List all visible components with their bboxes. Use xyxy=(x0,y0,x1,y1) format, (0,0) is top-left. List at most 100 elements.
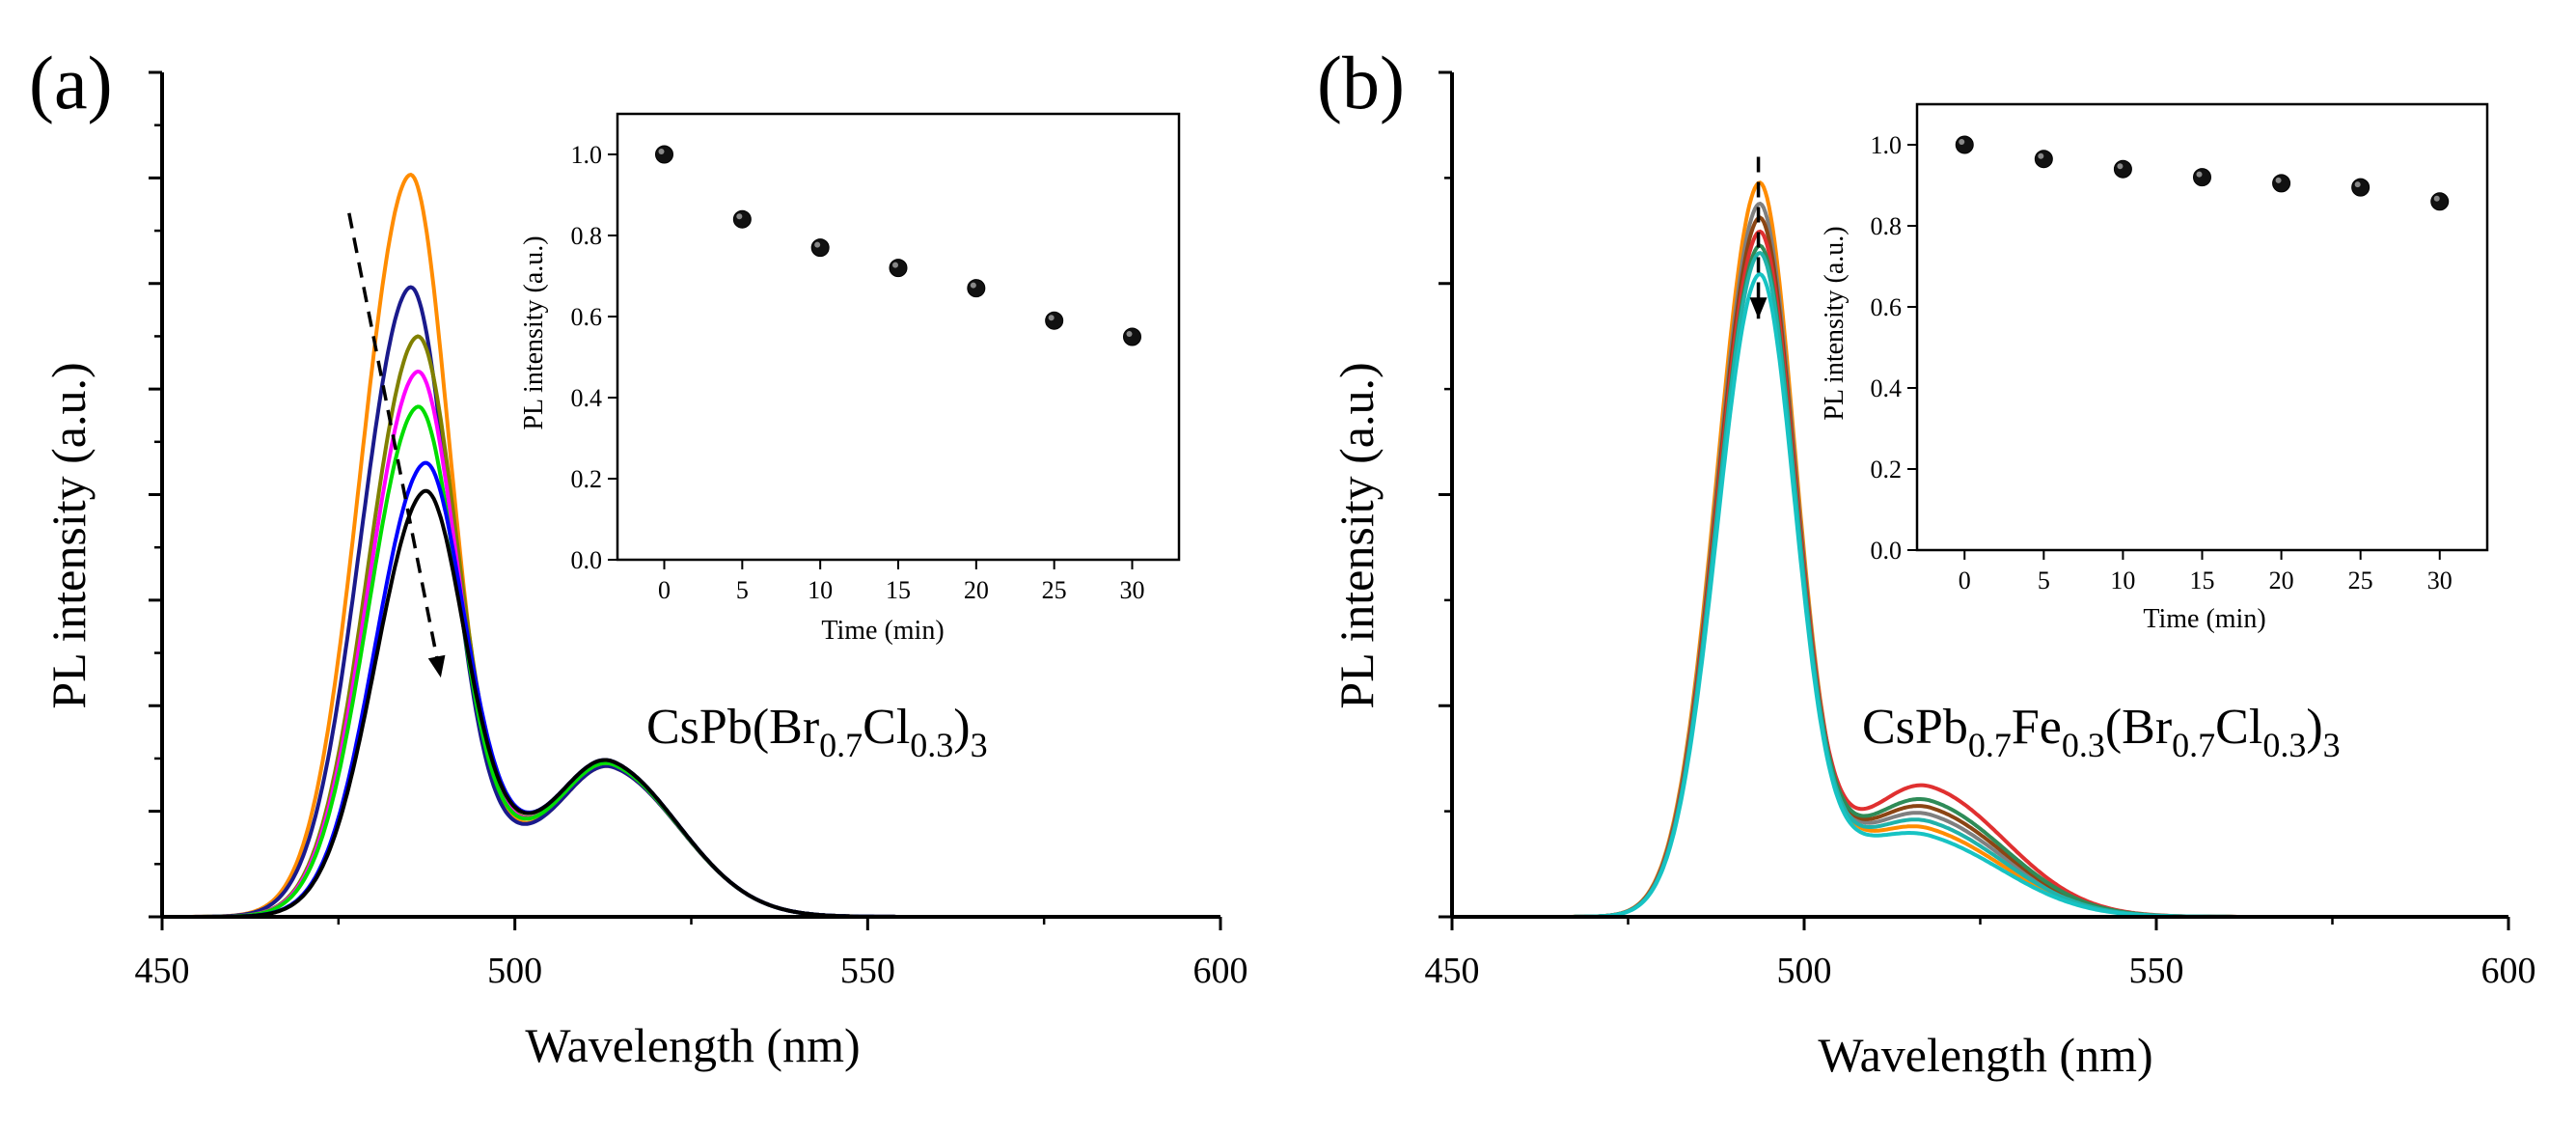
a-inset-ytick-label-0.4: 0.4 xyxy=(571,384,603,412)
b-inset-point-shine-0 xyxy=(1959,139,1965,145)
b-inset-point-shine-1 xyxy=(2038,152,2044,159)
a-inset-xtick-label-20: 20 xyxy=(964,576,989,604)
b-inset-xtick-label-5: 5 xyxy=(2038,566,2050,594)
b-xtick-label-450: 450 xyxy=(1425,951,1480,991)
a-comp-s2: 0.3 xyxy=(910,726,953,764)
a-inset-point-6 xyxy=(1123,327,1141,346)
b-inset-ytick-label-0.8: 0.8 xyxy=(1871,212,1903,240)
a-inset-xtick-label-15: 15 xyxy=(886,576,911,604)
a-inset-xtick-label-30: 30 xyxy=(1120,576,1145,604)
panel-a-inset-xlabel: Time (min) xyxy=(821,616,944,646)
b-comp-mid3: Cl xyxy=(2215,700,2262,755)
a-inset-point-5 xyxy=(1045,311,1064,330)
b-inset-point-shine-6 xyxy=(2433,195,2440,202)
a-inset-point-shine-5 xyxy=(1048,315,1055,321)
b-xtick-label-500: 500 xyxy=(1777,951,1832,991)
a-xtick-label-450: 450 xyxy=(135,951,190,991)
b-comp-s1: 0.7 xyxy=(1968,726,2012,764)
b-inset-point-6 xyxy=(2430,192,2450,211)
panel-a: (a) 450 500 550 600 PL intensity (a.u.) Wav… xyxy=(29,41,1248,1072)
panel-b: (b) 450 500 550 600 PL intensity (a.u.) Wav… xyxy=(1317,41,2536,1082)
b-inset-point-shine-2 xyxy=(2117,163,2124,170)
a-inset-ytick-label-0.6: 0.6 xyxy=(571,303,603,331)
b-comp-s4: 0.3 xyxy=(2262,726,2306,764)
a-inset-point-shine-4 xyxy=(970,282,976,289)
b-xtick-label-550: 550 xyxy=(2129,951,2184,991)
b-inset-point-shine-5 xyxy=(2354,181,2361,188)
b-comp-s2: 0.3 xyxy=(2062,726,2105,764)
a-inset-point-shine-3 xyxy=(892,262,898,268)
panel-b-main-plot: 450 500 550 600 xyxy=(1425,70,2536,991)
b-inset-ytick-label-0: 0.0 xyxy=(1871,537,1903,565)
panel-a-ylabel: PL intensity (a.u.) xyxy=(41,362,96,708)
b-inset-point-1 xyxy=(2034,150,2053,169)
a-inset-xtick-label-10: 10 xyxy=(808,576,833,604)
a-inset-point-shine-6 xyxy=(1126,331,1133,337)
b-xtick-label-600: 600 xyxy=(2481,951,2536,991)
b-inset-point-0 xyxy=(1955,135,1974,154)
a-inset-point-shine-2 xyxy=(814,241,821,248)
b-inset-point-shine-4 xyxy=(2275,177,2282,183)
b-comp-s3: 0.7 xyxy=(2172,726,2215,764)
panel-a-label: (a) xyxy=(29,41,113,124)
b-inset-xtick-label-20: 20 xyxy=(2269,566,2294,594)
panel-b-inset-ylabel: PL intensity (a.u.) xyxy=(1820,226,1850,420)
panel-a-compound-label: CsPb(Br0.7Cl0.3)3 xyxy=(646,700,988,764)
panel-a-inset: 0 5 10 15 20 25 30 0.0 0.2 0.4 0.6 0.8 1.0 xyxy=(571,112,1181,604)
a-inset-point-3 xyxy=(889,259,908,278)
a-inset-frame xyxy=(616,112,1181,562)
panel-b-ylabel: PL intensity (a.u.) xyxy=(1329,362,1384,708)
a-inset-ytick-label-0: 0.0 xyxy=(571,546,603,574)
panel-b-compound-label: CsPb0.7Fe0.3(Br0.7Cl0.3)3 xyxy=(1862,700,2341,764)
b-inset-xtick-label-25: 25 xyxy=(2348,566,2373,594)
b-comp-mid2: (Br xyxy=(2105,700,2172,755)
a-comp-mid: Cl xyxy=(863,700,910,755)
b-comp-pre: CsPb xyxy=(1862,700,1968,755)
b-inset-xtick-label-30: 30 xyxy=(2427,566,2453,594)
panel-b-inset-xlabel: Time (min) xyxy=(2143,604,2265,634)
a-inset-ytick-label-0.2: 0.2 xyxy=(571,465,603,493)
a-comp-post: ) xyxy=(953,700,970,755)
b-inset-ytick-label-1: 1.0 xyxy=(1871,131,1903,159)
b-inset-ytick-label-0.2: 0.2 xyxy=(1871,456,1903,484)
b-trend-arrowhead xyxy=(1749,297,1768,319)
b-inset-point-5 xyxy=(2351,178,2370,197)
a-xtick-label-600: 600 xyxy=(1193,951,1248,991)
panel-a-inset-ylabel: PL intensity (a.u.) xyxy=(519,235,549,429)
a-inset-xtick-label-25: 25 xyxy=(1042,576,1067,604)
b-inset-xtick-label-10: 10 xyxy=(2110,566,2135,594)
a-inset-ytick-label-1: 1.0 xyxy=(571,141,603,169)
a-inset-ytick-label-0.8: 0.8 xyxy=(571,222,603,250)
b-inset-point-shine-3 xyxy=(2196,171,2203,178)
b-inset-xtick-label-15: 15 xyxy=(2190,566,2215,594)
a-inset-point-2 xyxy=(810,238,830,258)
panel-a-main-plot: 450 500 550 600 xyxy=(135,70,1248,991)
b-inset-ytick-label-0.6: 0.6 xyxy=(1871,293,1903,321)
a-xtick-label-500: 500 xyxy=(487,951,542,991)
a-comp-s3: 3 xyxy=(971,726,988,764)
a-inset-point-shine-1 xyxy=(736,213,743,220)
panel-b-xlabel: Wavelength (nm) xyxy=(1818,1028,2152,1082)
panel-b-label: (b) xyxy=(1317,41,1405,124)
panel-a-xlabel: Wavelength (nm) xyxy=(525,1018,860,1072)
a-inset-point-4 xyxy=(967,279,986,298)
b-inset-ytick-label-0.4: 0.4 xyxy=(1871,374,1903,402)
a-comp-pre: CsPb(Br xyxy=(646,700,819,755)
a-inset-point-shine-0 xyxy=(658,149,665,154)
a-inset-xtick-label-5: 5 xyxy=(736,576,749,604)
a-inset-point-1 xyxy=(732,209,752,229)
b-inset-point-4 xyxy=(2272,174,2291,193)
a-trend-arrow xyxy=(347,212,443,678)
b-comp-mid: Fe xyxy=(2012,700,2062,755)
b-inset-xtick-label-0: 0 xyxy=(1959,566,1971,594)
a-trend-arrowhead xyxy=(427,654,446,678)
b-comp-post: ) xyxy=(2306,700,2322,755)
b-inset-point-3 xyxy=(2193,168,2211,187)
a-xtick-label-550: 550 xyxy=(840,951,895,991)
b-inset-point-2 xyxy=(2113,159,2132,179)
a-inset-point-0 xyxy=(655,145,673,164)
b-comp-s5: 3 xyxy=(2323,726,2341,764)
a-inset-xtick-label-0: 0 xyxy=(658,576,671,604)
panel-b-inset: 0 5 10 15 20 25 30 0.0 0.2 0.4 0.6 0.8 1.0 xyxy=(1871,102,2489,594)
